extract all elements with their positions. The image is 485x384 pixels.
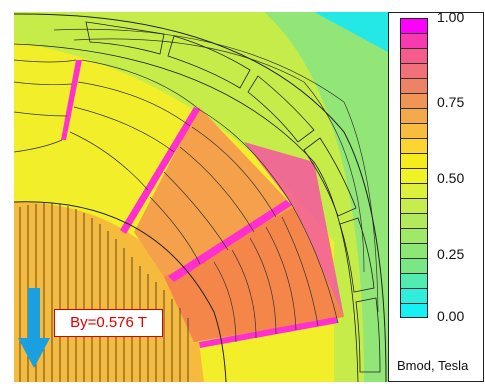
colorbar-cell: [400, 168, 428, 183]
colorbar-cell: [400, 213, 428, 228]
colorbar-cell: [400, 108, 428, 123]
pole-highlight: [244, 142, 344, 317]
colorbar-cell: [400, 288, 428, 303]
colorbar-cell: [400, 303, 428, 318]
colorbar-cell: [400, 138, 428, 153]
colorbar-tick-label: 0.75: [437, 94, 465, 110]
stator-flux-lines: [14, 28, 379, 343]
colorbar-tick-label: 0.25: [437, 246, 465, 262]
rotor-core: [14, 202, 204, 382]
pole-1: [134, 107, 294, 277]
colorbar-tick-label: 0.50: [437, 170, 465, 186]
colorbar-tick-label: 1.00: [437, 9, 465, 25]
down-arrow-icon: [18, 288, 50, 368]
colorbar-cell: [400, 78, 428, 93]
colorbar-cell: [400, 198, 428, 213]
colorbar-cell: [400, 243, 428, 258]
pole-2: [164, 207, 344, 342]
stator-slots: [85, 21, 381, 373]
magnet-2: [120, 107, 200, 234]
rotor-boundary: [14, 201, 227, 382]
legend-divider: [388, 12, 389, 382]
colorbar-cell: [400, 273, 428, 288]
colorbar-cell: [400, 228, 428, 243]
field-annotation: By=0.576 T: [54, 309, 163, 337]
legend-title: Bmod, Tesla: [397, 358, 469, 373]
colorbar-border: [400, 18, 428, 318]
colorbar-cell: [400, 183, 428, 198]
colorbar-cell: [400, 48, 428, 63]
colorbar-cell: [400, 153, 428, 168]
colorbar-cell: [400, 93, 428, 108]
colorbar-cell: [400, 63, 428, 78]
magnet-4: [199, 317, 338, 348]
stator-outer-arc: [14, 13, 387, 382]
colorbar-cell: [400, 258, 428, 273]
magnet-1: [61, 60, 82, 140]
colorbar-cell: [400, 33, 428, 48]
stator-inner-arc: [14, 43, 359, 382]
colorbar-tick-label: 0.00: [437, 308, 465, 324]
colorbar-cell: [400, 123, 428, 138]
